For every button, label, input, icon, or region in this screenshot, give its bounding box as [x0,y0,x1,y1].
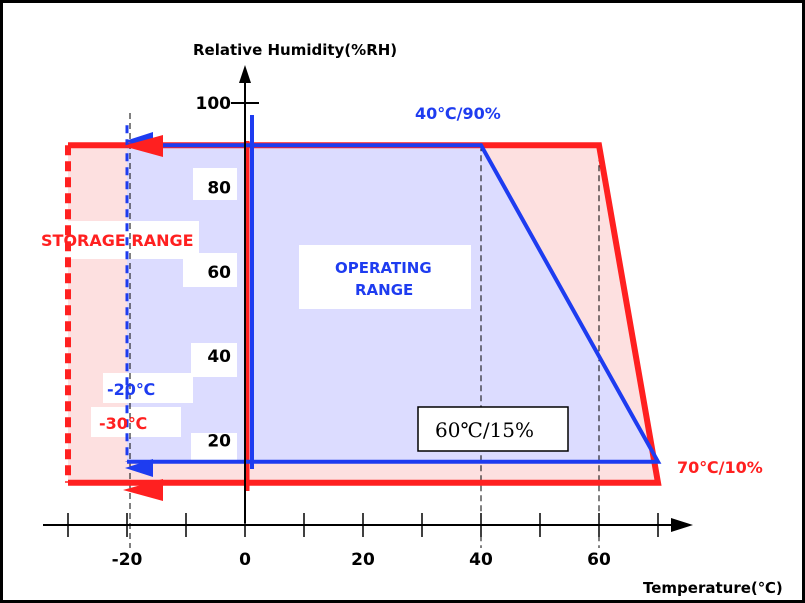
op-min-label: -20℃ [107,380,155,399]
y-tick-label: 40 [207,347,231,367]
x-tick-label: 20 [351,550,375,570]
x-tick-label: -20 [112,550,143,570]
storage-top-arrowhead [123,135,163,157]
x-tick-label: 0 [239,550,251,570]
operating-range-boundary [127,143,662,464]
storage-low-label: 70℃/10% [677,458,763,477]
humidity-temperature-chart: -20 0 20 40 60 100 80 60 40 20 Relative Humidity… [33,41,783,597]
y-tick-label: 20 [207,432,231,452]
y-axis-arrow [239,65,251,83]
op-corner-label: 40℃/90% [415,104,501,123]
storage-min-label: -30℃ [99,414,147,433]
op-bottom-arrowhead [125,459,153,477]
x-tick-label: 40 [469,550,493,570]
operating-label-line2: RANGE [355,281,413,299]
x-axis-arrow [671,518,693,532]
storage-range-label: STORAGE RANGE [41,231,194,250]
op-low-label-box [417,406,569,452]
op-low-label: 60℃/15% [435,418,534,442]
x-tick-label: 60 [587,550,611,570]
y-axis-title: Relative Humidity(%RH) [193,41,397,59]
y-tick-label: 80 [207,178,231,198]
x-axis-title: Temperature(℃) [643,579,783,597]
y-tick-label: 100 [196,94,232,114]
storage-bottom-arrowhead [123,479,163,501]
y-tick-label: 60 [207,263,231,283]
operating-label-line1: OPERATING [335,259,432,277]
